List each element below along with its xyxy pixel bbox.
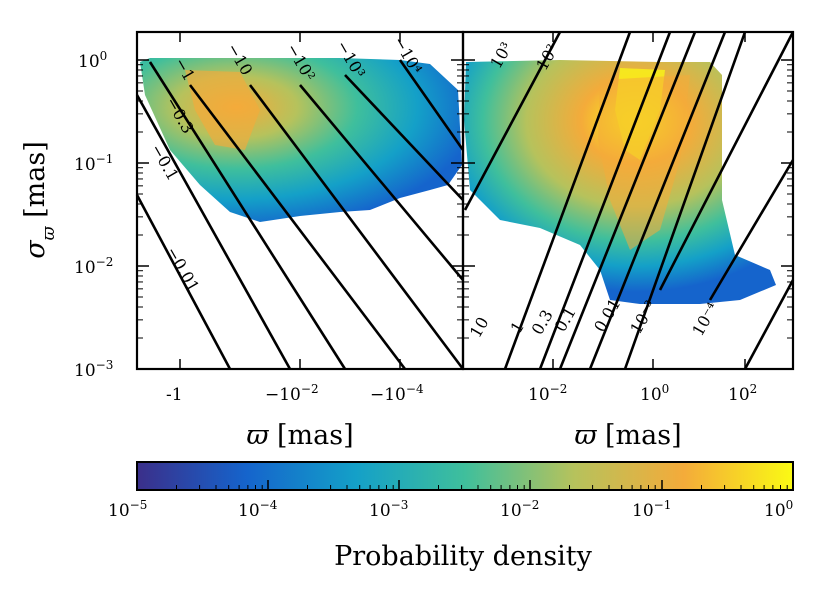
- contour-line: [658, 31, 795, 291]
- colorbar-tick-label: 100: [764, 498, 793, 521]
- right-axes-frame: [461, 30, 795, 371]
- contour-line: [148, 61, 347, 370]
- colorbar-ticks: [136, 480, 794, 490]
- right-panel: [464, 60, 776, 304]
- colorbar-tick-label: 10−2: [500, 498, 539, 521]
- contour-line: [588, 31, 727, 370]
- x-tick-label: 10−2: [528, 382, 567, 405]
- contour-line: [135, 194, 232, 370]
- colorbar-tick-label: 10−4: [238, 498, 278, 521]
- y-tick-label: 10−2: [74, 255, 113, 278]
- contour-line: [299, 84, 464, 281]
- contour-line: [248, 84, 465, 370]
- colorbar-tick-label: 10−5: [108, 498, 147, 521]
- colorbar-label: Probability density: [334, 541, 593, 572]
- contour-line: [344, 74, 464, 201]
- contour-line: [463, 31, 562, 211]
- y-tick-label: 10−3: [74, 358, 113, 381]
- colorbar-tick-label: 10−3: [369, 498, 408, 521]
- x-tick-label: 102: [728, 382, 757, 405]
- contour-line: [398, 59, 465, 151]
- y-tick-label: 10−1: [74, 152, 113, 175]
- left-panel: [140, 58, 462, 222]
- contour-label: 10: [466, 314, 493, 341]
- colorbar-bar: [136, 461, 794, 491]
- x-tick-label: -1: [166, 385, 183, 405]
- contour-label: 1: [506, 318, 528, 336]
- y-tick-label: 100: [78, 49, 107, 72]
- x-axis-label-left: ϖ [mas]: [246, 420, 353, 451]
- tick-marks: [137, 32, 793, 370]
- contour-line: [135, 94, 292, 370]
- y-axis-label: σϖ [mas]: [20, 141, 59, 259]
- contour-line: [743, 279, 795, 370]
- x-tick-label: −10−4: [370, 382, 424, 405]
- contour-label: −0.01: [162, 243, 203, 295]
- contour-line: [558, 31, 697, 370]
- left-heatmap: [140, 58, 462, 222]
- x-axis-label-right: ϖ [mas]: [574, 420, 681, 451]
- right-heatmap: [464, 60, 776, 304]
- colorbar-tick-label: 10−1: [632, 498, 671, 521]
- contour-label: 10⁻⁴: [688, 299, 722, 339]
- contour-lines: [135, 31, 795, 370]
- contour-line: [188, 84, 407, 370]
- colorbar: 10−5 10−4 10−3 10−2 10−1 100 Probability…: [108, 461, 794, 572]
- left-density-core: [185, 70, 260, 150]
- x-tick-label: −10−2: [265, 382, 319, 405]
- contour-line: [623, 31, 747, 370]
- x-tick-label: 100: [640, 382, 669, 405]
- contour-line: [503, 31, 632, 370]
- contour-line: [538, 31, 672, 370]
- contour-line: [708, 159, 795, 301]
